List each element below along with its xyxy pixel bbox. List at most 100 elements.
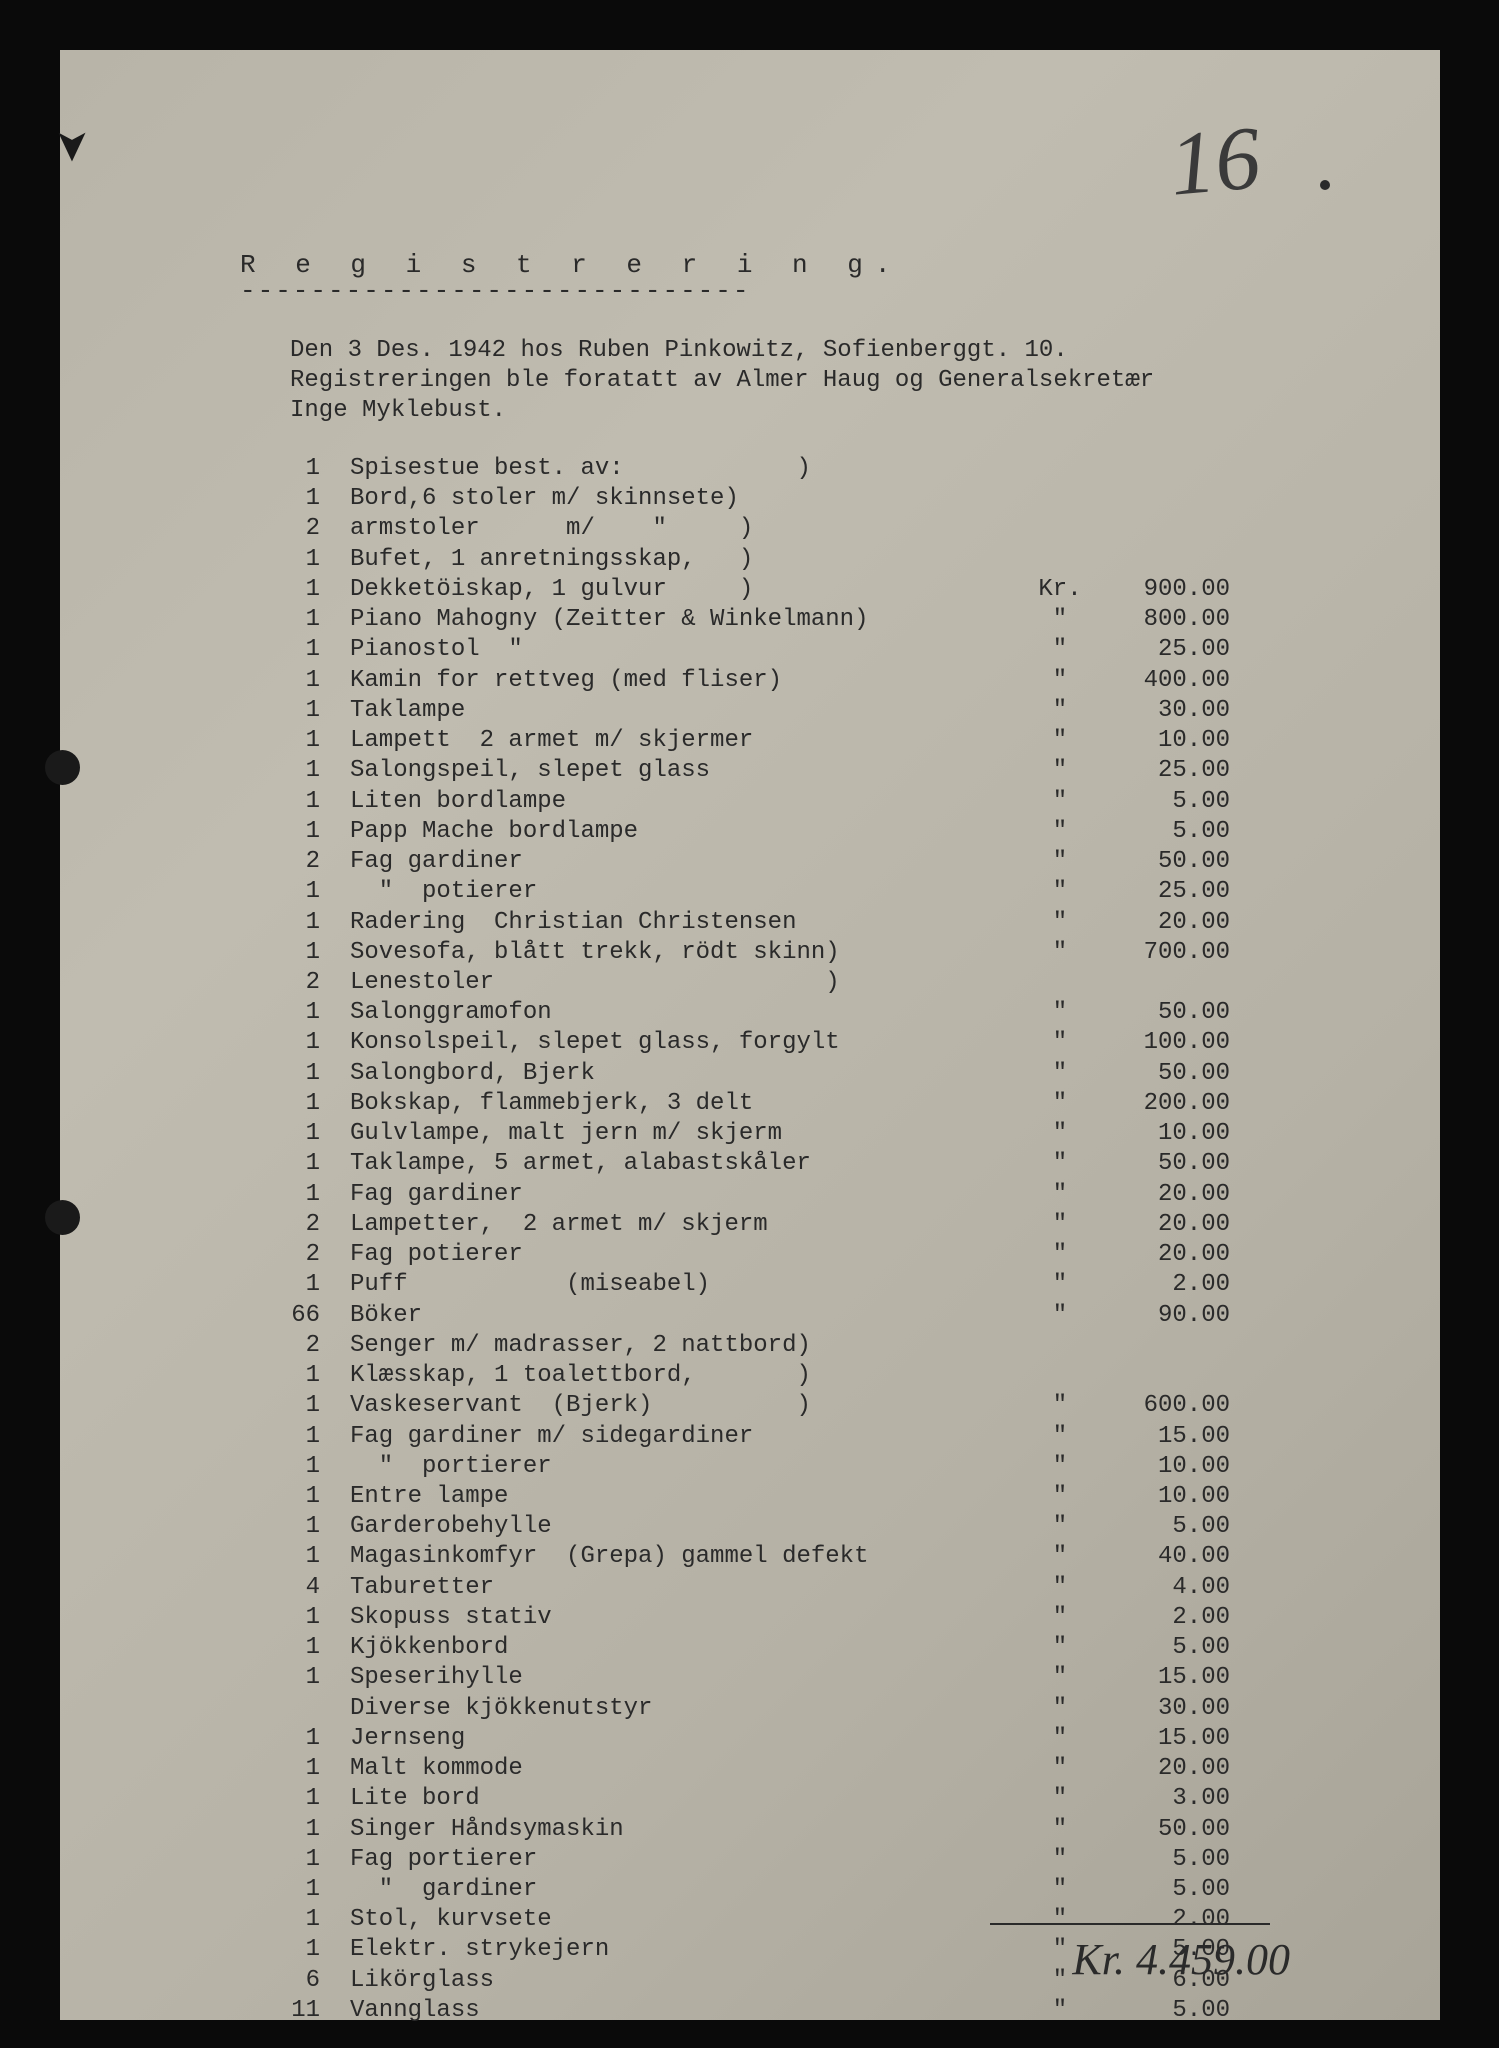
item-description: Konsolspeil, slepet glass, forgylt (350, 1028, 1030, 1058)
item-description: Fag portierer (350, 1845, 1030, 1875)
item-currency (1030, 454, 1090, 484)
inventory-row: 1Skopuss stativ"2.00 (290, 1603, 1360, 1633)
item-description: Vannglass (350, 1996, 1030, 2026)
item-amount: 5.00 (1090, 1845, 1230, 1875)
item-amount: 800.00 (1090, 605, 1230, 635)
item-description: Liten bordlampe (350, 787, 1030, 817)
inventory-row: 1Fag gardiner"20.00 (290, 1180, 1360, 1210)
item-currency: " (1030, 1694, 1090, 1724)
item-description: Radering Christian Christensen (350, 908, 1030, 938)
item-amount: 20.00 (1090, 1240, 1230, 1270)
inventory-row: 1Gulvlampe, malt jern m/ skjerm"10.00 (290, 1119, 1360, 1149)
item-amount: 5.00 (1090, 1633, 1230, 1663)
item-currency: " (1030, 1180, 1090, 1210)
item-currency: " (1030, 1301, 1090, 1331)
item-currency: " (1030, 1875, 1090, 1905)
item-currency: " (1030, 1210, 1090, 1240)
item-amount: 25.00 (1090, 635, 1230, 665)
item-amount: 4.00 (1090, 1573, 1230, 1603)
item-amount: 50.00 (1090, 847, 1230, 877)
item-amount (1090, 1331, 1230, 1361)
inventory-row: Diverse kjökkenutstyr"30.00 (290, 1694, 1360, 1724)
item-qty: 2 (290, 847, 350, 877)
item-description: Malt kommode (350, 1754, 1030, 1784)
item-amount: 5.00 (1090, 817, 1230, 847)
item-description: Senger m/ madrasser, 2 nattbord) (350, 1331, 1030, 1361)
item-currency: " (1030, 1603, 1090, 1633)
item-qty: 1 (290, 1784, 350, 1814)
item-currency: " (1030, 1512, 1090, 1542)
item-qty: 1 (290, 1512, 350, 1542)
inventory-row: 1Klæsskap, 1 toalettbord, ) (290, 1361, 1360, 1391)
inventory-row: 1Taklampe, 5 armet, alabastskåler"50.00 (290, 1149, 1360, 1179)
inventory-row: 1Piano Mahogny (Zeitter & Winkelmann)"80… (290, 605, 1360, 635)
item-currency: " (1030, 1270, 1090, 1300)
item-qty: 1 (290, 1663, 350, 1693)
item-amount: 20.00 (1090, 1180, 1230, 1210)
item-amount: 3.00 (1090, 1784, 1230, 1814)
item-qty: 1 (290, 1119, 350, 1149)
item-qty: 1 (290, 998, 350, 1028)
item-amount: 40.00 (1090, 1542, 1230, 1572)
item-description: Taklampe, 5 armet, alabastskåler (350, 1149, 1030, 1179)
document-page: ➤ 16 R e g i s t r e r i n g. ----------… (60, 50, 1440, 2020)
item-currency: " (1030, 1845, 1090, 1875)
item-qty: 1 (290, 756, 350, 786)
item-currency: " (1030, 1724, 1090, 1754)
item-qty: 11 (290, 1996, 350, 2026)
item-currency: " (1030, 1996, 1090, 2026)
intro-paragraph: Den 3 Des. 1942 hos Ruben Pinkowitz, Sof… (290, 336, 1360, 426)
item-description: Piano Mahogny (Zeitter & Winkelmann) (350, 605, 1030, 635)
item-qty: 1 (290, 666, 350, 696)
item-description: Garderobehylle (350, 1512, 1030, 1542)
item-qty: 1 (290, 1452, 350, 1482)
item-description: " gardiner (350, 1875, 1030, 1905)
corner-mark: ➤ (31, 129, 105, 165)
item-amount: 15.00 (1090, 1724, 1230, 1754)
item-currency: " (1030, 1089, 1090, 1119)
item-description: Bufet, 1 anretningsskap, ) (350, 545, 1030, 575)
item-amount: 200.00 (1090, 1089, 1230, 1119)
item-qty: 2 (290, 514, 350, 544)
item-currency: " (1030, 1391, 1090, 1421)
item-currency: " (1030, 1905, 1090, 1935)
inventory-row: 1Sovesofa, blått trekk, rödt skinn)"700.… (290, 938, 1360, 968)
item-description: Vaskeservant (Bjerk) ) (350, 1391, 1030, 1421)
inventory-row: 1Liten bordlampe"5.00 (290, 787, 1360, 817)
inventory-row: 1Salongbord, Bjerk"50.00 (290, 1059, 1360, 1089)
item-description: " portierer (350, 1452, 1030, 1482)
item-currency: " (1030, 756, 1090, 786)
item-description: Fag gardiner (350, 1180, 1030, 1210)
inventory-list: 1Spisestue best. av: )1Bord,6 stoler m/ … (290, 454, 1360, 2026)
inventory-row: 1 " gardiner"5.00 (290, 1875, 1360, 1905)
item-currency: " (1030, 787, 1090, 817)
inventory-row: 1Bord,6 stoler m/ skinnsete) (290, 484, 1360, 514)
item-description: Magasinkomfyr (Grepa) gammel defekt (350, 1542, 1030, 1572)
total-handwritten: Kr. 4.459.00 (1072, 1934, 1290, 1985)
inventory-row: 1Papp Mache bordlampe"5.00 (290, 817, 1360, 847)
item-currency: " (1030, 1815, 1090, 1845)
item-qty: 1 (290, 1905, 350, 1935)
item-amount (1090, 545, 1230, 575)
item-description: Salongbord, Bjerk (350, 1059, 1030, 1089)
item-qty: 1 (290, 696, 350, 726)
item-qty: 1 (290, 484, 350, 514)
item-currency: " (1030, 1542, 1090, 1572)
item-description: Puff (miseabel) (350, 1270, 1030, 1300)
item-description: Entre lampe (350, 1482, 1030, 1512)
inventory-row: 11Vannglass"5.00 (290, 1996, 1360, 2026)
item-amount: 25.00 (1090, 877, 1230, 907)
item-description: Fag potierer (350, 1240, 1030, 1270)
inventory-row: 1Stol, kurvsete"2.00 (290, 1905, 1360, 1935)
item-description: Kamin for rettveg (med fliser) (350, 666, 1030, 696)
item-currency: " (1030, 998, 1090, 1028)
inventory-row: 1Lite bord"3.00 (290, 1784, 1360, 1814)
inventory-row: 1Bufet, 1 anretningsskap, ) (290, 545, 1360, 575)
item-amount: 5.00 (1090, 787, 1230, 817)
item-amount (1090, 454, 1230, 484)
item-qty: 1 (290, 1845, 350, 1875)
item-qty: 1 (290, 454, 350, 484)
item-currency: " (1030, 1240, 1090, 1270)
item-description: Klæsskap, 1 toalettbord, ) (350, 1361, 1030, 1391)
item-description: Lenestoler ) (350, 968, 1030, 998)
